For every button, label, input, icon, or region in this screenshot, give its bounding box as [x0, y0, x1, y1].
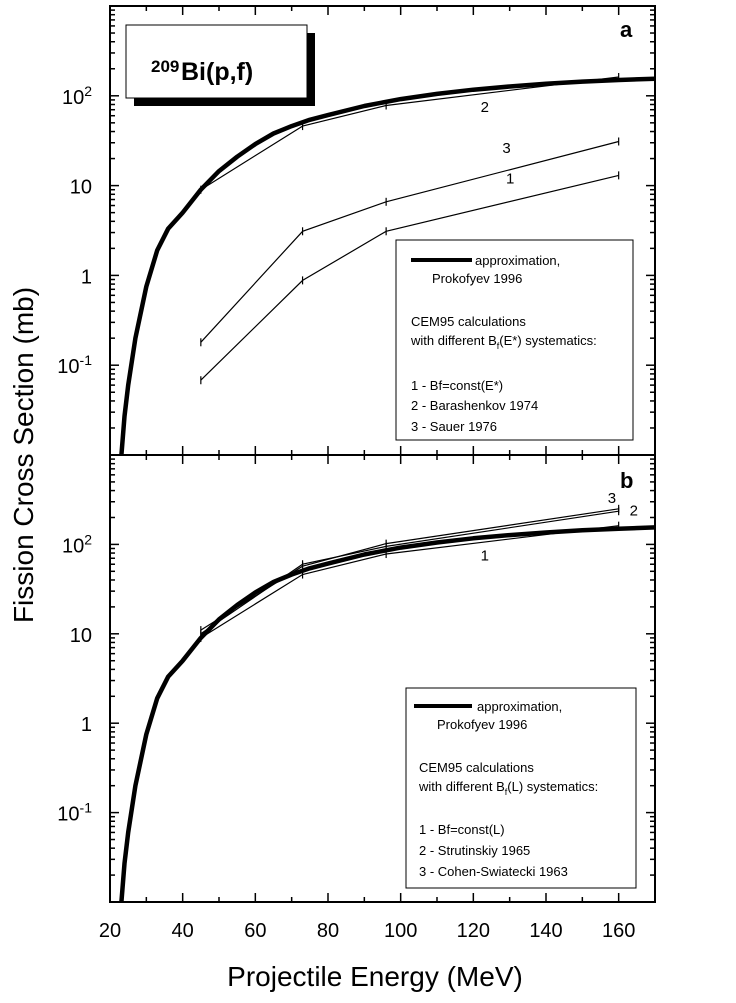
y-tick-label-base: 10 [70, 625, 92, 647]
x-tick-label: 20 [99, 920, 121, 942]
y-tick-label-exp: 2 [84, 531, 92, 547]
legend-b-entry-2: 2 - Strutinskiy 1965 [419, 843, 530, 858]
series-2-line-b [200, 510, 619, 635]
legend-a-approx-ref: Prokofyev 1996 [432, 271, 522, 286]
x-tick-label: 40 [172, 920, 194, 942]
x-tick-label: 120 [457, 920, 490, 942]
title-mass-number: 209 [151, 57, 179, 76]
y-tick-label-b: 10-1 [57, 800, 92, 826]
y-tick-label-base: 1 [81, 714, 92, 736]
x-tick-label: 60 [244, 920, 266, 942]
y-tick-label-a: 1 [81, 266, 92, 288]
y-tick-label-base: 1 [81, 266, 92, 288]
y-tick-label-exp: 2 [84, 83, 92, 99]
plot-frame-b [109, 454, 656, 903]
approximation-line-a [119, 76, 655, 455]
y-tick-label-base: 10 [62, 535, 84, 557]
series-2-label-a: 2 [481, 99, 489, 116]
y-tick-label-a: 10 [70, 177, 92, 199]
y-tick-label-exp: -1 [80, 800, 93, 816]
legend-a-systematics: with different Bf(E*) systematics: [410, 333, 597, 351]
legend-a-entry-1: 1 - Bf=const(E*) [411, 378, 503, 393]
legend-a-approx-label: approximation, [475, 253, 560, 268]
legend-b-systematics: with different Bf(L) systematics: [418, 779, 598, 797]
legend-b-cem: CEM95 calculations [419, 760, 534, 775]
series-1-label-b: 1 [481, 548, 489, 565]
y-tick-label-base: 10 [70, 177, 92, 199]
series-1-label-a: 1 [506, 171, 514, 188]
legend-b-entry-1: 1 - Bf=const(L) [419, 822, 505, 837]
y-tick-label-b: 1 [81, 714, 92, 736]
y-tick-label-base: 10 [57, 804, 79, 826]
y-tick-label-b: 10 [70, 625, 92, 647]
y-tick-label-exp: -1 [80, 352, 93, 368]
title-reaction: Bi(p,f) [181, 58, 253, 86]
y-tick-label-b: 102 [62, 531, 92, 557]
legend-b-approx-label: approximation, [477, 699, 562, 714]
y-tick-label-a: 10-1 [57, 352, 92, 378]
series-3-line-a [200, 140, 619, 343]
legend-a-entry-2: 2 - Barashenkov 1974 [411, 398, 538, 413]
title-box [125, 24, 308, 99]
y-tick-label-a: 102 [62, 83, 92, 109]
legend-a-cem: CEM95 calculations [411, 314, 526, 329]
series-1-line-a [200, 174, 619, 381]
series-2-line-a [200, 76, 619, 191]
panel-letter-a: a [620, 17, 633, 42]
x-tick-label: 160 [602, 920, 635, 942]
y-tick-label-base: 10 [57, 356, 79, 378]
y-tick-label-base: 10 [62, 87, 84, 109]
legend-b-approx-ref: Prokofyev 1996 [437, 717, 527, 732]
y-axis-title: Fission Cross Section (mb) [8, 287, 39, 623]
legend-b: approximation, Prokofyev 1996 CEM95 calc… [405, 687, 637, 889]
series-3-line-b [200, 508, 619, 631]
panel-letter-b: b [620, 468, 633, 493]
x-tick-label: 100 [384, 920, 417, 942]
x-tick-label: 80 [317, 920, 339, 942]
legend-b-entry-3: 3 - Cohen-Swiatecki 1963 [419, 864, 568, 879]
series-1-line-b [200, 525, 619, 639]
legend-a: approximation, Prokofyev 1996 CEM95 calc… [395, 239, 634, 441]
legend-a-entry-3: 3 - Sauer 1976 [411, 419, 497, 434]
series-3-label-b: 3 [608, 490, 616, 507]
x-axis-title: Projectile Energy (MeV) [227, 961, 523, 992]
series-3-label-a: 3 [502, 140, 510, 157]
x-tick-label: 140 [529, 920, 562, 942]
approximation-line-b [119, 525, 655, 902]
series-2-label-b: 2 [630, 503, 638, 520]
